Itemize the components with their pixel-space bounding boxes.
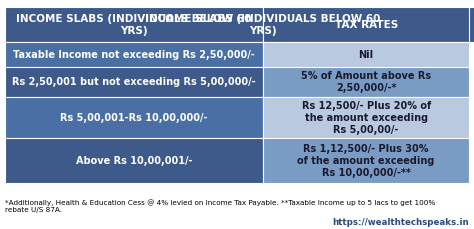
Text: Rs 12,500/- Plus 20% of
the amount exceeding
Rs 5,00,00/-: Rs 12,500/- Plus 20% of the amount excee… — [301, 101, 431, 135]
Bar — [5, 7, 263, 42]
Text: INCOME SLABS (INDIVIDUALS BELOW 60
YRS): INCOME SLABS (INDIVIDUALS BELOW 60 YRS) — [16, 14, 252, 36]
Bar — [263, 139, 469, 183]
Text: Taxable Income not exceeding Rs 2,50,000/-: Taxable Income not exceeding Rs 2,50,000… — [13, 50, 255, 60]
Bar — [5, 42, 263, 67]
Text: Above Rs 10,00,001/-: Above Rs 10,00,001/- — [76, 156, 192, 166]
Text: TAX RATES: TAX RATES — [335, 20, 398, 30]
Bar — [263, 7, 469, 42]
Bar — [5, 139, 263, 183]
Text: Rs 1,12,500/- Plus 30%
of the amount exceeding
Rs 10,00,000/-**: Rs 1,12,500/- Plus 30% of the amount exc… — [298, 144, 435, 178]
Bar — [5, 7, 474, 42]
Text: Rs 2,50,001 but not exceeding Rs 5,00,000/-: Rs 2,50,001 but not exceeding Rs 5,00,00… — [12, 77, 255, 87]
Bar — [263, 42, 469, 67]
Text: *Additionally, Health & Education Cess @ 4% levied on Income Tax Payable. **Taxa: *Additionally, Health & Education Cess @… — [5, 199, 435, 213]
Bar — [263, 67, 469, 97]
Text: Nil: Nil — [359, 50, 374, 60]
Text: Rs 5,00,001-Rs 10,00,000/-: Rs 5,00,001-Rs 10,00,000/- — [60, 113, 208, 123]
Text: INCOME SLABS (INDIVIDUALS BELOW 60
YRS): INCOME SLABS (INDIVIDUALS BELOW 60 YRS) — [146, 14, 381, 36]
Bar — [263, 97, 469, 139]
Bar — [5, 67, 263, 97]
Text: 5% of Amount above Rs
2,50,000/-*: 5% of Amount above Rs 2,50,000/-* — [301, 71, 431, 93]
Bar — [5, 97, 263, 139]
Text: https://wealthtechspeaks.in: https://wealthtechspeaks.in — [333, 218, 469, 227]
